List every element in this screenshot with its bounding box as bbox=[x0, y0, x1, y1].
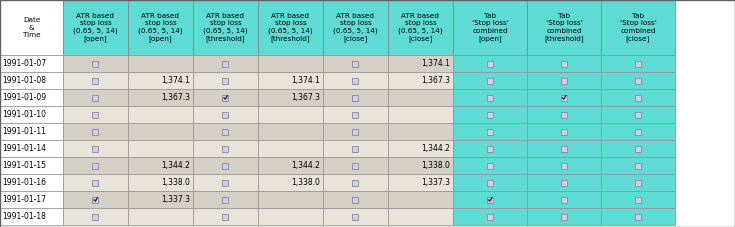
Bar bbox=[128, 123, 193, 140]
Bar bbox=[561, 94, 567, 101]
Bar bbox=[561, 214, 567, 220]
Bar bbox=[353, 77, 359, 84]
Text: 1,337.3: 1,337.3 bbox=[161, 195, 190, 204]
Text: 1,338.0: 1,338.0 bbox=[291, 178, 320, 187]
Bar bbox=[527, 0, 601, 55]
Bar bbox=[128, 191, 193, 208]
Bar bbox=[388, 55, 453, 72]
Bar bbox=[223, 128, 229, 135]
Text: Tab
'Stop loss'
combined
[threshold]: Tab 'Stop loss' combined [threshold] bbox=[544, 13, 584, 42]
Bar bbox=[635, 146, 641, 151]
Bar bbox=[388, 157, 453, 174]
Bar bbox=[527, 55, 601, 72]
Bar bbox=[63, 140, 128, 157]
Text: ATR based
stop loss
(0.65, 5, 14)
[open]: ATR based stop loss (0.65, 5, 14) [open] bbox=[138, 13, 183, 42]
Bar bbox=[223, 111, 229, 118]
Bar bbox=[561, 77, 567, 84]
Bar bbox=[193, 72, 258, 89]
Bar bbox=[63, 89, 128, 106]
Bar bbox=[223, 77, 229, 84]
Bar bbox=[193, 123, 258, 140]
Bar bbox=[128, 140, 193, 157]
Bar bbox=[128, 72, 193, 89]
Text: 1991-01-16: 1991-01-16 bbox=[2, 178, 46, 187]
Text: 1991-01-11: 1991-01-11 bbox=[2, 127, 46, 136]
Bar bbox=[487, 94, 493, 101]
Bar bbox=[63, 123, 128, 140]
Bar bbox=[561, 197, 567, 202]
Bar bbox=[93, 77, 98, 84]
Bar bbox=[635, 197, 641, 202]
Bar bbox=[93, 146, 98, 151]
Text: 1991-01-18: 1991-01-18 bbox=[2, 212, 46, 221]
Bar bbox=[453, 0, 527, 55]
Bar bbox=[601, 55, 675, 72]
Bar bbox=[561, 111, 567, 118]
Bar bbox=[388, 191, 453, 208]
Bar bbox=[223, 61, 229, 67]
Bar bbox=[635, 128, 641, 135]
Bar bbox=[635, 77, 641, 84]
Text: ATR based
stop loss
(0.65, 5, 14)
[threshold]: ATR based stop loss (0.65, 5, 14) [thres… bbox=[203, 13, 248, 42]
Bar bbox=[323, 191, 388, 208]
Bar bbox=[388, 106, 453, 123]
Bar bbox=[323, 72, 388, 89]
Bar bbox=[193, 208, 258, 225]
Bar bbox=[527, 191, 601, 208]
Bar bbox=[601, 208, 675, 225]
Bar bbox=[453, 89, 527, 106]
Bar bbox=[193, 191, 258, 208]
Bar bbox=[0, 157, 63, 174]
Bar bbox=[487, 214, 493, 220]
Bar bbox=[193, 140, 258, 157]
Bar bbox=[63, 174, 128, 191]
Text: 1991-01-10: 1991-01-10 bbox=[2, 110, 46, 119]
Bar bbox=[323, 140, 388, 157]
Bar bbox=[353, 146, 359, 151]
Text: 1,337.3: 1,337.3 bbox=[421, 178, 450, 187]
Bar bbox=[258, 140, 323, 157]
Bar bbox=[353, 128, 359, 135]
Text: 1,338.0: 1,338.0 bbox=[421, 161, 450, 170]
Bar bbox=[93, 163, 98, 168]
Text: 1,344.2: 1,344.2 bbox=[291, 161, 320, 170]
Bar bbox=[453, 140, 527, 157]
Bar bbox=[323, 174, 388, 191]
Bar bbox=[93, 197, 98, 202]
Bar bbox=[223, 94, 229, 101]
Bar bbox=[323, 55, 388, 72]
Bar bbox=[258, 123, 323, 140]
Bar bbox=[128, 55, 193, 72]
Text: 1,338.0: 1,338.0 bbox=[161, 178, 190, 187]
Bar bbox=[93, 111, 98, 118]
Text: 1,367.3: 1,367.3 bbox=[291, 93, 320, 102]
Bar bbox=[193, 106, 258, 123]
Text: Tab
'Stop loss'
combined
[open]: Tab 'Stop loss' combined [open] bbox=[472, 13, 509, 42]
Bar bbox=[487, 111, 493, 118]
Bar bbox=[527, 208, 601, 225]
Bar bbox=[487, 146, 493, 151]
Text: 1991-01-09: 1991-01-09 bbox=[2, 93, 46, 102]
Bar bbox=[63, 55, 128, 72]
Bar bbox=[323, 106, 388, 123]
Bar bbox=[223, 163, 229, 168]
Bar bbox=[527, 123, 601, 140]
Bar bbox=[453, 106, 527, 123]
Bar bbox=[527, 89, 601, 106]
Bar bbox=[453, 55, 527, 72]
Bar bbox=[258, 191, 323, 208]
Bar bbox=[63, 72, 128, 89]
Bar bbox=[388, 174, 453, 191]
Bar bbox=[561, 146, 567, 151]
Bar bbox=[193, 0, 258, 55]
Bar bbox=[453, 208, 527, 225]
Bar bbox=[258, 72, 323, 89]
Bar bbox=[0, 72, 63, 89]
Bar bbox=[635, 214, 641, 220]
Bar bbox=[0, 208, 63, 225]
Bar bbox=[527, 140, 601, 157]
Bar bbox=[527, 174, 601, 191]
Text: Date
&
Time: Date & Time bbox=[23, 17, 40, 38]
Bar bbox=[388, 140, 453, 157]
Text: Tab
'Stop loss'
combined
[close]: Tab 'Stop loss' combined [close] bbox=[620, 13, 656, 42]
